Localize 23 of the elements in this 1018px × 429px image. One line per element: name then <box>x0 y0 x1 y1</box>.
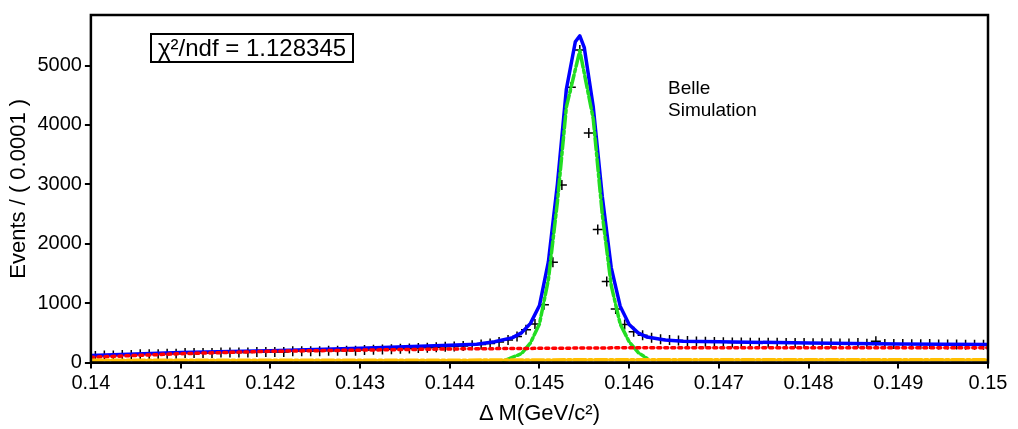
y-tick-label: 0 <box>70 350 82 373</box>
x-tick-label: 0.148 <box>783 371 834 394</box>
x-tick-label: 0.143 <box>334 371 386 394</box>
line-series <box>90 346 988 359</box>
x-tick-label: 0.15 <box>968 371 1008 394</box>
y-tick-label: 2000 <box>37 231 82 254</box>
x-tick-label: 0.145 <box>514 371 565 394</box>
y-tick-label: 1000 <box>37 290 82 313</box>
annotation: Simulation <box>668 98 757 122</box>
annotation: Belle <box>668 76 711 100</box>
y-axis-title: Events / ( 0.0001 ) <box>5 98 31 279</box>
x-tick-label: 0.146 <box>604 371 655 394</box>
x-axis-title: Δ M(GeV/c²) <box>478 399 600 425</box>
x-tick-label: 0.147 <box>693 371 744 394</box>
x-tick-label: 0.149 <box>873 371 924 394</box>
x-tick-label: 0.142 <box>245 371 296 394</box>
x-tick-label: 0.14 <box>71 371 111 394</box>
y-tick-label: 5000 <box>37 53 82 76</box>
x-tick-label: 0.144 <box>424 371 475 394</box>
y-tick-label: 4000 <box>37 112 82 135</box>
annotation: χ²/ndf = 1.128345 <box>150 33 355 63</box>
x-tick-label: 0.141 <box>155 371 206 394</box>
y-tick-label: 3000 <box>37 171 82 194</box>
